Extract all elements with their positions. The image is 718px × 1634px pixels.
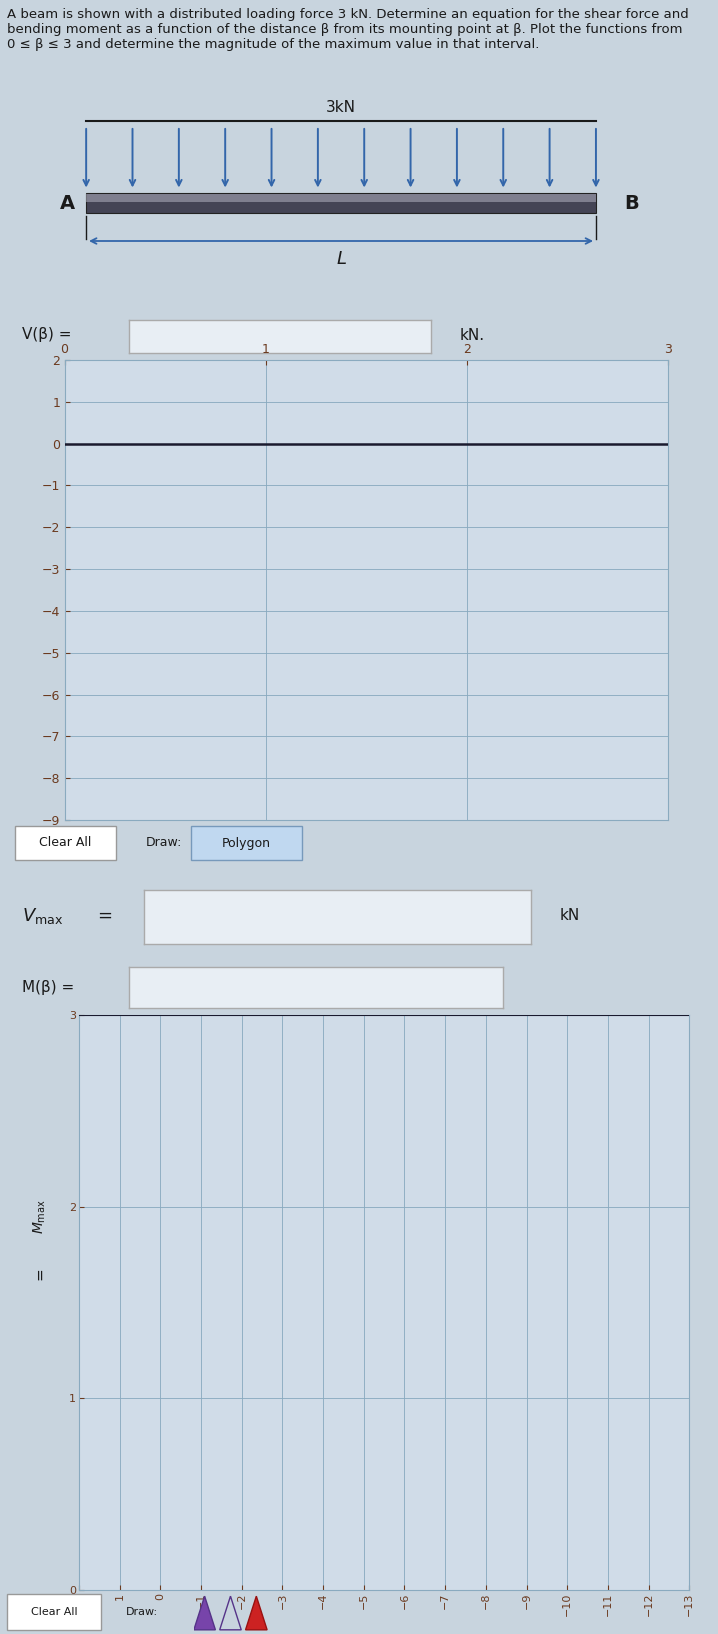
Text: L: L: [336, 250, 346, 268]
Polygon shape: [246, 1596, 267, 1629]
Text: V(β) =: V(β) =: [22, 327, 71, 343]
Text: $M_{\rm max}$: $M_{\rm max}$: [32, 1199, 47, 1234]
Text: M(β) =: M(β) =: [22, 980, 74, 995]
Bar: [7, 1593, 101, 1631]
Text: Draw:: Draw:: [146, 837, 182, 850]
Bar: [86, 194, 596, 203]
Text: kN.: kN.: [460, 327, 485, 343]
Bar: [86, 193, 596, 214]
Text: Clear All: Clear All: [31, 1606, 77, 1618]
Text: =: =: [97, 907, 112, 925]
Text: A beam is shown with a distributed loading force 3 kN. Determine an equation for: A beam is shown with a distributed loadi…: [7, 8, 689, 51]
Text: 3kN: 3kN: [326, 100, 356, 114]
Text: Clear All: Clear All: [39, 837, 91, 850]
Bar: [191, 827, 302, 859]
Text: kN: kN: [560, 909, 580, 923]
Text: B: B: [625, 193, 639, 212]
Bar: [15, 827, 116, 859]
Text: A: A: [60, 193, 75, 212]
Text: Polygon: Polygon: [222, 837, 271, 850]
Text: $V_{\rm max}$: $V_{\rm max}$: [22, 905, 63, 926]
Polygon shape: [194, 1596, 215, 1629]
Text: Draw:: Draw:: [126, 1606, 158, 1618]
Text: =: =: [32, 1268, 47, 1279]
